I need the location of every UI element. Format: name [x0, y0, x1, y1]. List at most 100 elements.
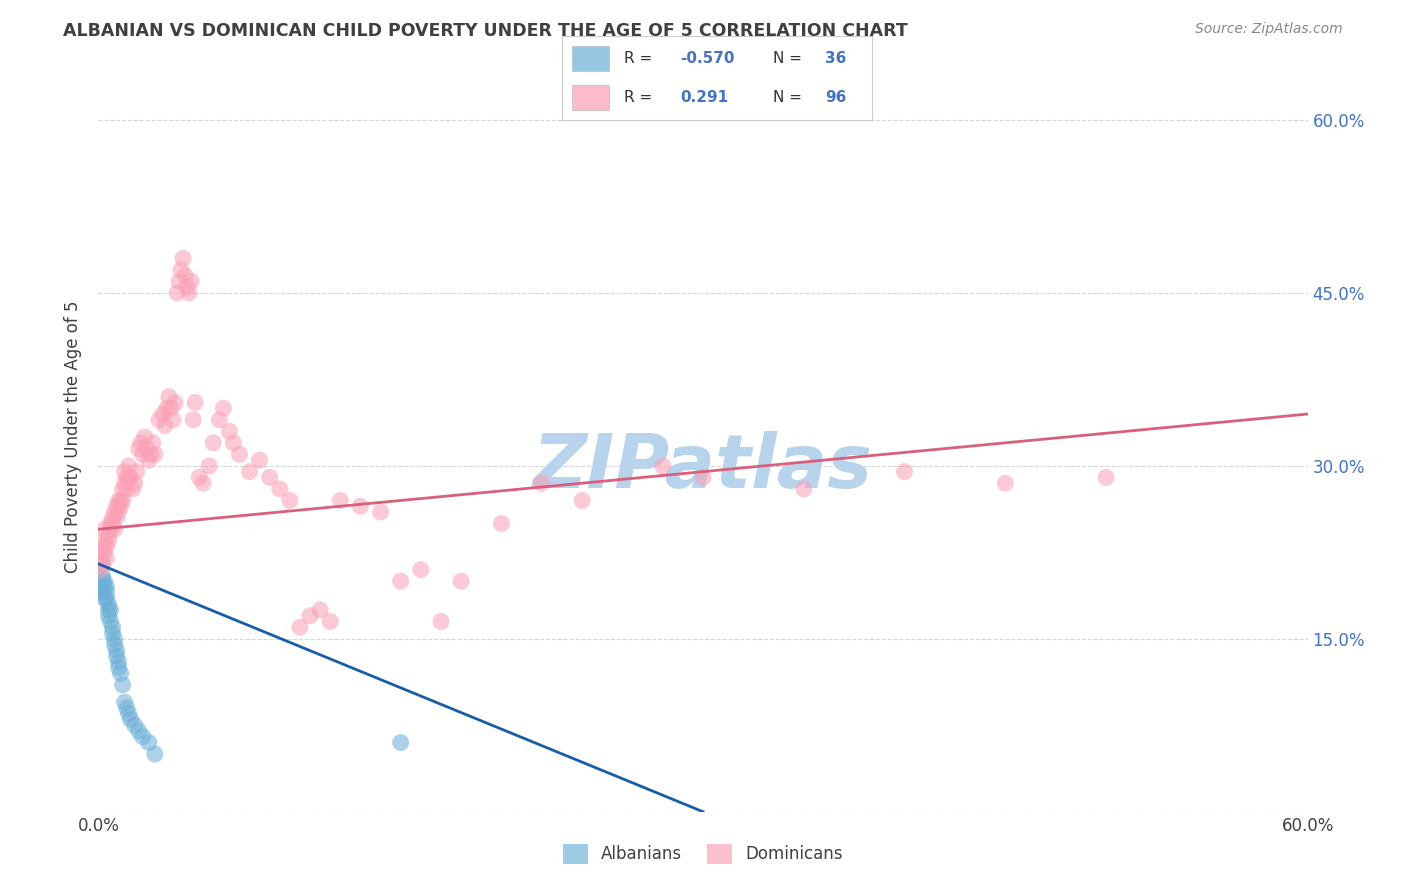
Point: [571, 493, 593, 508]
Point: [115, 470, 138, 484]
FancyBboxPatch shape: [572, 45, 609, 71]
Point: [100, 615, 122, 629]
Y-axis label: Child Poverty Under the Age of 5: Child Poverty Under the Age of 5: [65, 301, 83, 574]
Point: [118, 706, 141, 721]
FancyBboxPatch shape: [572, 85, 609, 111]
Text: 96: 96: [825, 90, 846, 105]
Point: [692, 470, 714, 484]
Point: [157, 390, 180, 404]
Point: [110, 500, 132, 514]
Point: [97, 603, 120, 617]
Point: [174, 268, 197, 283]
Point: [111, 482, 134, 496]
Point: [132, 447, 155, 461]
Point: [129, 435, 152, 450]
Point: [188, 470, 211, 484]
Point: [124, 476, 146, 491]
Point: [91, 568, 114, 582]
Point: [160, 401, 183, 416]
Point: [134, 430, 156, 444]
Point: [91, 574, 114, 589]
Point: [181, 413, 204, 427]
Text: ALBANIAN VS DOMINICAN CHILD POVERTY UNDER THE AGE OF 5 CORRELATION CHART: ALBANIAN VS DOMINICAN CHILD POVERTY UNDE…: [63, 22, 908, 40]
Point: [107, 655, 129, 669]
Text: ZIPatlas: ZIPatlas: [533, 431, 873, 504]
Text: 0.291: 0.291: [681, 90, 728, 105]
Point: [132, 730, 155, 744]
Point: [96, 540, 118, 554]
Point: [93, 522, 115, 536]
Point: [91, 540, 114, 554]
Point: [156, 401, 179, 416]
Point: [115, 701, 138, 715]
Point: [103, 505, 125, 519]
Point: [100, 516, 122, 531]
Point: [142, 435, 165, 450]
Point: [125, 465, 148, 479]
Point: [101, 510, 124, 524]
Point: [202, 435, 225, 450]
Point: [135, 442, 157, 456]
Point: [110, 666, 132, 681]
Point: [103, 632, 125, 646]
Point: [208, 413, 231, 427]
Point: [288, 620, 311, 634]
Point: [93, 533, 115, 548]
Point: [89, 563, 111, 577]
Text: -0.570: -0.570: [681, 51, 734, 66]
Point: [167, 275, 190, 289]
Point: [166, 285, 188, 300]
Point: [430, 615, 453, 629]
Point: [450, 574, 472, 589]
Point: [118, 458, 141, 473]
Point: [370, 505, 392, 519]
Point: [100, 522, 122, 536]
Point: [101, 626, 124, 640]
Point: [162, 413, 184, 427]
Point: [793, 482, 815, 496]
Point: [163, 395, 186, 409]
Point: [138, 453, 160, 467]
Point: [97, 533, 120, 548]
Text: N =: N =: [773, 51, 807, 66]
Point: [349, 500, 371, 514]
Point: [120, 713, 142, 727]
Point: [222, 435, 245, 450]
Point: [651, 458, 673, 473]
Point: [193, 476, 215, 491]
Point: [93, 580, 115, 594]
Point: [153, 418, 176, 433]
Point: [103, 522, 125, 536]
Point: [93, 545, 115, 559]
Text: N =: N =: [773, 90, 807, 105]
Point: [249, 453, 271, 467]
Point: [893, 465, 915, 479]
Point: [128, 724, 150, 739]
Point: [491, 516, 513, 531]
Point: [198, 458, 221, 473]
Point: [97, 608, 120, 623]
Point: [103, 638, 125, 652]
Point: [278, 493, 301, 508]
Point: [107, 660, 129, 674]
Point: [105, 649, 128, 664]
Point: [299, 608, 322, 623]
Point: [228, 447, 250, 461]
Point: [120, 470, 142, 484]
Point: [91, 557, 114, 571]
Point: [97, 528, 120, 542]
Point: [96, 580, 118, 594]
Point: [143, 747, 166, 761]
Point: [152, 407, 174, 421]
Point: [259, 470, 281, 484]
Point: [269, 482, 291, 496]
Point: [319, 615, 342, 629]
Point: [170, 263, 193, 277]
Point: [96, 591, 118, 606]
Point: [89, 551, 111, 566]
Point: [101, 620, 124, 634]
Point: [389, 735, 412, 749]
Point: [115, 482, 138, 496]
Point: [114, 465, 136, 479]
Point: [105, 500, 128, 514]
